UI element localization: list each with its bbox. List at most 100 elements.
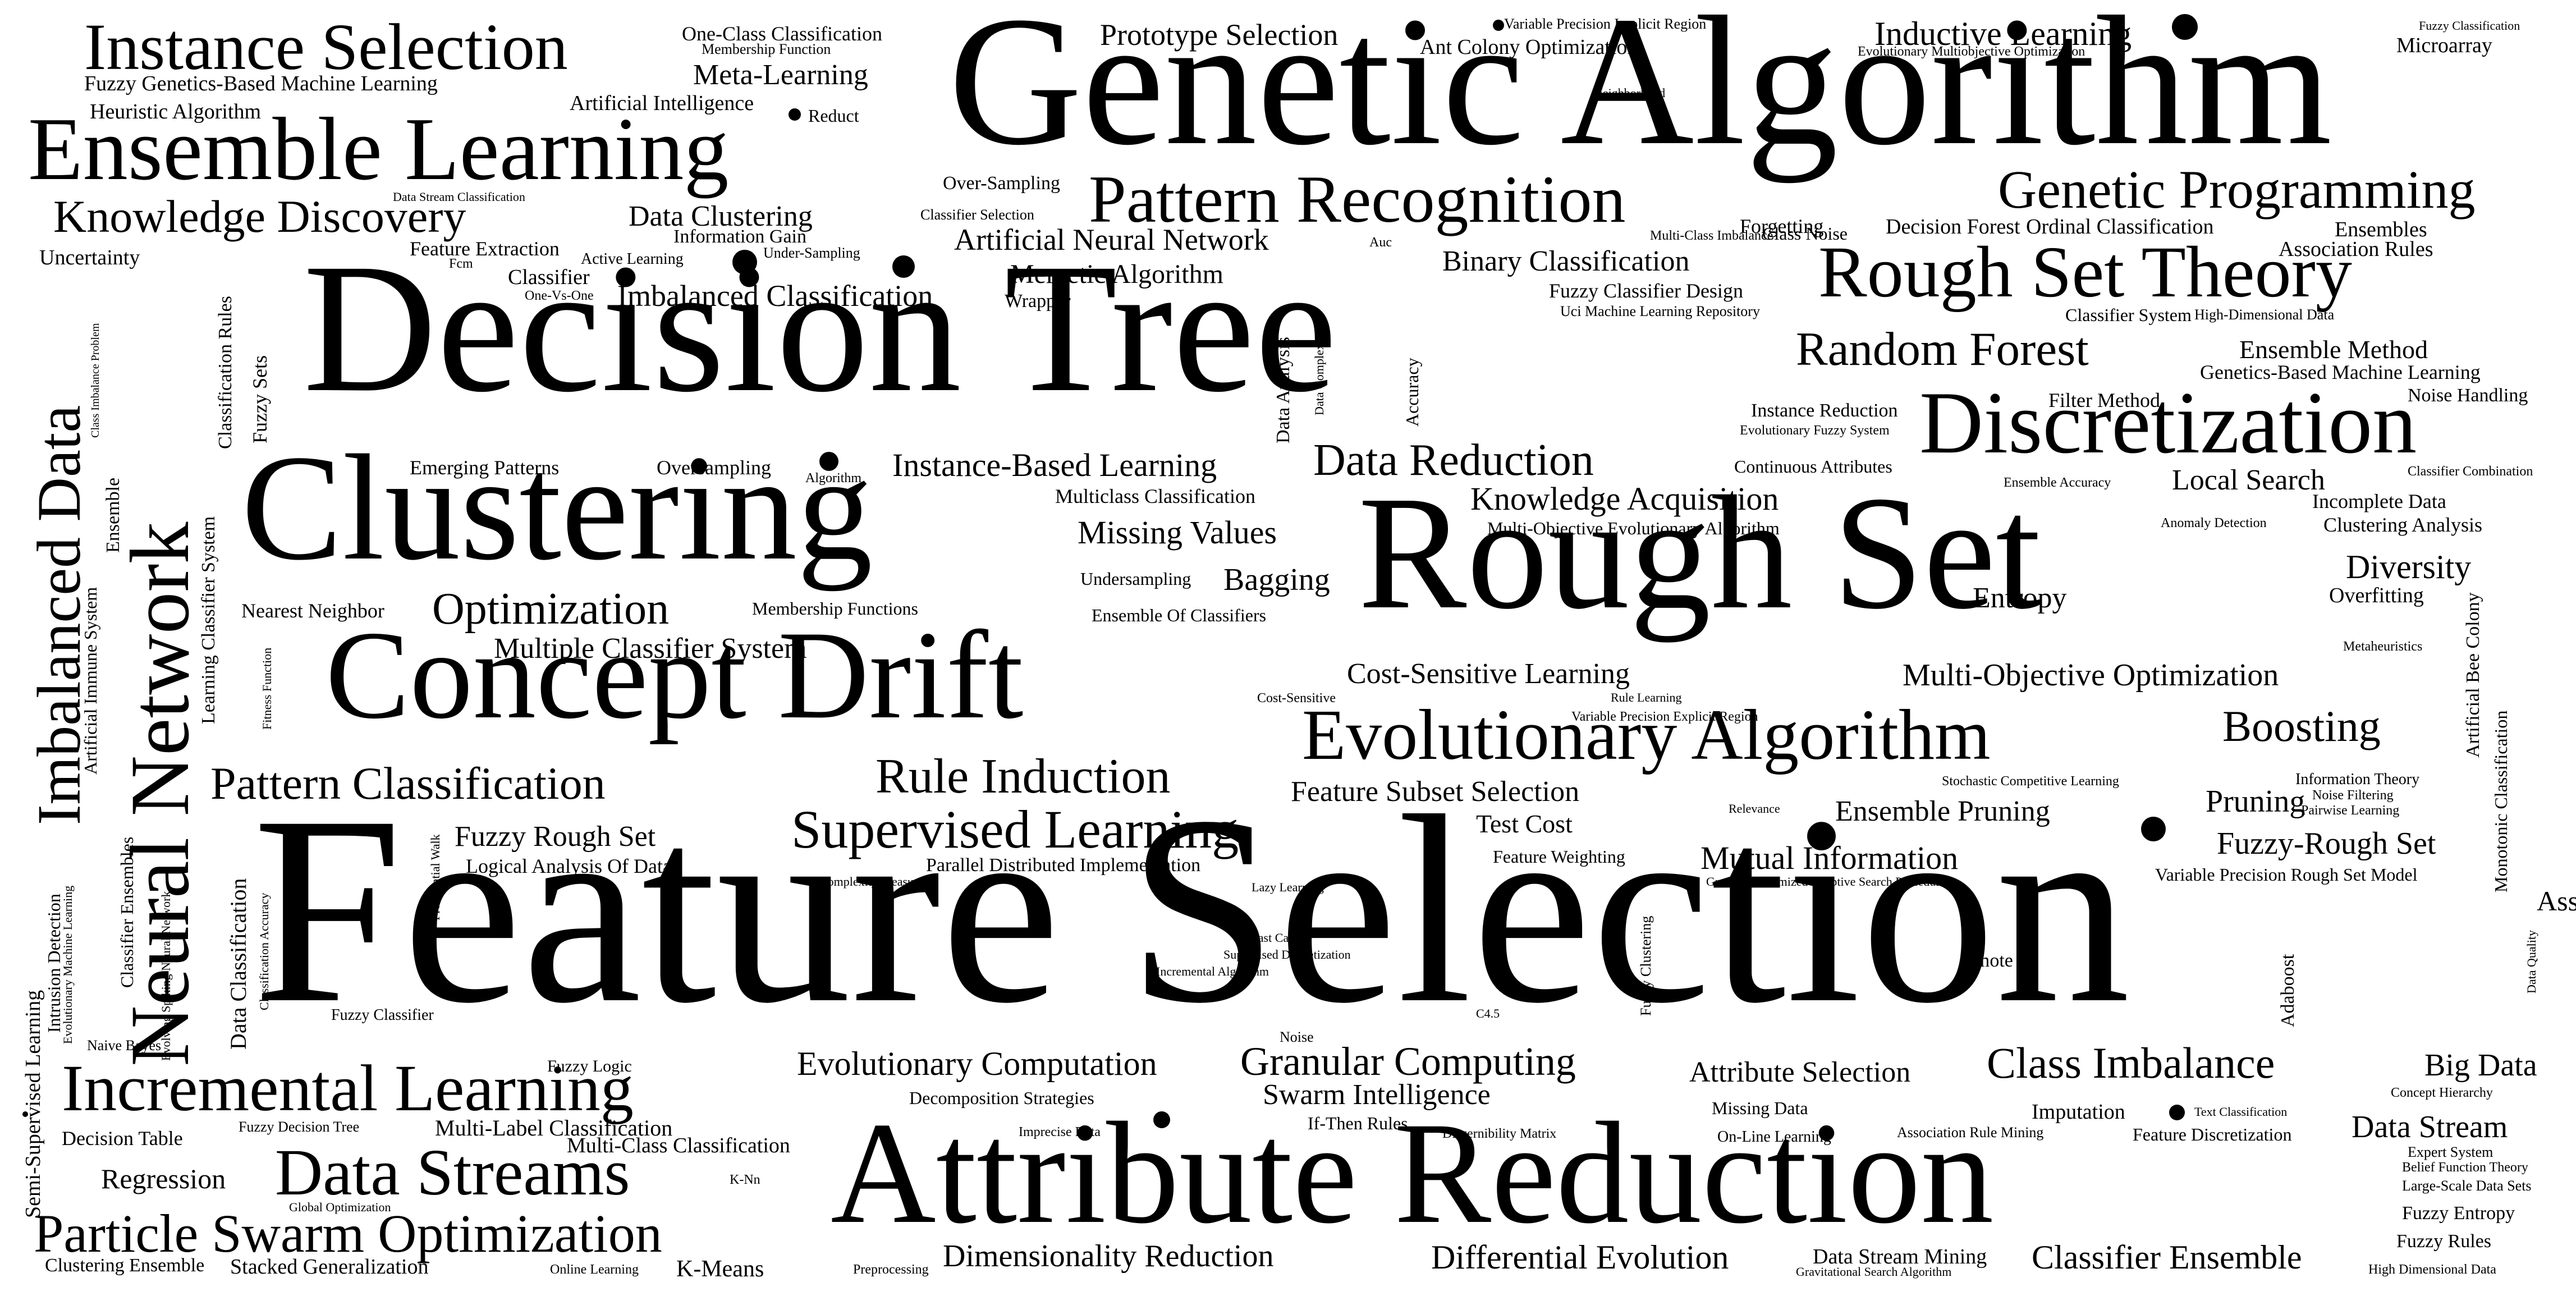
decorative-dot xyxy=(2172,14,2198,40)
word-cloud-term: Smote xyxy=(1964,950,2013,971)
word-cloud-term: Memetic Algorithm xyxy=(1010,259,1223,289)
word-cloud-term: Incremental Algorithm xyxy=(1156,964,1269,978)
word-cloud-term: Variable Precision Implicit Region xyxy=(1504,16,1707,32)
word-cloud-term: Wrapper xyxy=(1005,291,1071,312)
word-cloud-term: Knowledge Discovery xyxy=(53,191,466,242)
word-cloud-term: Instance Selection xyxy=(84,10,568,84)
word-cloud-term: Rule Learning xyxy=(1611,690,1682,704)
word-cloud-term: Large-Scale Data Sets xyxy=(2402,1178,2532,1194)
word-cloud-term: Class Imbalance Problem xyxy=(89,323,102,438)
word-cloud-term: Fcm xyxy=(449,257,473,271)
word-cloud-term: Evolutionary Machine Learning xyxy=(61,885,75,1044)
word-cloud-term: Over-Sampling xyxy=(943,173,1060,194)
word-cloud-term: Genetic Algorithm xyxy=(948,0,2332,184)
word-cloud-term: Fuzzy Classification xyxy=(2419,19,2520,33)
word-cloud-term: Evolutionary Multiobjective Optimization xyxy=(1858,44,2085,59)
word-cloud-term: Pattern Recognition xyxy=(1089,162,1626,236)
word-cloud-term: Relevance xyxy=(1729,802,1780,816)
word-cloud-term: Incomplete Data xyxy=(2312,490,2446,512)
word-cloud-term: Classifier Selection xyxy=(920,207,1034,223)
word-cloud-term: Continuous Attributes xyxy=(1734,456,1892,477)
word-cloud-term: Boosting xyxy=(2222,702,2381,750)
word-cloud-term: Classifier xyxy=(508,265,590,289)
word-cloud-term: Greedy Randomized Adaptive Search Proced… xyxy=(1706,874,1946,889)
word-cloud-term: Ensembles xyxy=(2335,218,2427,241)
word-cloud-term: Cost-Sensitive Learning xyxy=(1347,658,1630,690)
word-cloud-term: Ensemble Pruning xyxy=(1835,795,2050,827)
word-cloud-term: Pattern Classification xyxy=(210,758,606,809)
word-cloud-term: Accuracy xyxy=(1402,358,1422,427)
word-cloud-term: Clustering Ensemble xyxy=(45,1255,205,1276)
word-cloud-term: Pruning xyxy=(2206,784,2305,819)
word-cloud-term: Association Rule Mining xyxy=(1897,1124,2044,1141)
word-cloud-term: Supervised Discretization xyxy=(1223,947,1351,961)
word-cloud-term: Multi-Label Classification xyxy=(435,1115,673,1141)
word-cloud-term: Attribute Reduction xyxy=(831,1092,1994,1254)
word-cloud-term: Complexity Measures xyxy=(819,874,928,889)
word-cloud-term: Artificial Intelligence xyxy=(570,91,754,115)
word-cloud-term: Information Theory xyxy=(2295,771,2420,788)
word-cloud-term: Under-Sampling xyxy=(763,245,860,261)
word-cloud-term: Imbalanced Classification xyxy=(617,279,933,313)
word-cloud-term: Data Reduction xyxy=(1313,436,1594,485)
word-cloud-term: Ant Colony Optimization xyxy=(1420,35,1638,59)
word-cloud-term: Stacked Generalization xyxy=(230,1255,429,1279)
word-cloud-term: Microarray xyxy=(2396,34,2492,57)
word-cloud-term: Rough Set xyxy=(1358,463,2041,643)
word-cloud-term: Decision Forest xyxy=(1886,215,2020,239)
word-cloud-term: Rough Set Theory xyxy=(1818,232,2352,313)
word-cloud-term: Naive Bayes xyxy=(87,1037,162,1054)
word-cloud-term: Classifier Ensemble xyxy=(2032,1239,2302,1276)
word-cloud-term: Pairwise Learning xyxy=(2301,803,2400,818)
word-cloud-term: Multiclass Classification xyxy=(1055,485,1255,507)
word-cloud-term: Lazy Learning xyxy=(1252,880,1324,894)
word-cloud-term: Clustering Analysis xyxy=(2323,514,2483,536)
word-cloud-term: Incremental Learning xyxy=(62,1051,634,1125)
word-cloud-term: Class Noise xyxy=(1762,223,1848,244)
word-cloud-term: Artificial Neural Network xyxy=(954,223,1269,257)
word-cloud-term: Multi-Objective Optimization xyxy=(1903,658,2279,693)
word-cloud-term: Diversity xyxy=(2346,548,2472,585)
word-cloud-term: Evolutionary Fuzzy System xyxy=(1740,423,1890,438)
word-cloud-term: Supervised Learning xyxy=(791,799,1239,859)
decorative-dot xyxy=(892,255,915,278)
word-cloud-term: Meta-Learning xyxy=(693,59,868,91)
word-cloud-term: Differential Evolution xyxy=(1431,1239,1729,1276)
word-cloud-term: Fuzzy Rough Set xyxy=(455,821,656,853)
word-cloud-term: Fuzzy Clustering xyxy=(1638,915,1654,1016)
word-cloud-term: Anomaly Detection xyxy=(2161,516,2267,530)
word-cloud-term: Swarm Intelligence xyxy=(1263,1079,1491,1111)
word-cloud-term: Fuzzy Logic xyxy=(547,1057,632,1075)
word-cloud-term: Multi-Objective Evolutionary Algorithm xyxy=(1487,518,1780,538)
word-cloud-term: Instance-Based Learning xyxy=(892,447,1217,483)
word-cloud-term: Ensemble Learning xyxy=(28,99,729,199)
word-cloud-term: If-Then Rules xyxy=(1308,1113,1408,1133)
word-cloud-term: Membership Function xyxy=(702,41,831,57)
word-cloud-term: Artificial Bee Colony xyxy=(2463,592,2483,758)
word-cloud-term: Ensemble Of Classifiers xyxy=(1092,605,1267,625)
word-cloud-term: One-Vs-One xyxy=(525,289,594,303)
word-cloud-term: Evolutionary Computation xyxy=(797,1045,1157,1082)
word-cloud-term: Imprecise Data xyxy=(1019,1125,1101,1139)
word-cloud-term: High Dimensional Data xyxy=(2368,1262,2496,1277)
word-cloud-term: Fuzzy Genetics-Based Machine Learning xyxy=(84,72,438,95)
word-cloud-term: Evolutionary Algorithm xyxy=(1302,695,1991,775)
word-cloud-term: Genetics-Based Machine Learning xyxy=(2200,361,2481,383)
word-cloud-term: Dimensionality Reduction xyxy=(943,1239,1274,1274)
word-cloud-term: Expert System xyxy=(2408,1144,2494,1160)
word-cloud-term: Variable Precision Rough Set Model xyxy=(2155,864,2418,885)
decorative-dot xyxy=(789,108,801,121)
word-cloud-term: Classification Accuracy xyxy=(257,892,271,1010)
word-cloud-term: Genetic Programming xyxy=(1998,159,2476,219)
word-cloud-term: Noise Handling xyxy=(2408,385,2528,406)
word-cloud-term: Adaboost xyxy=(2277,954,2298,1027)
word-cloud-term: Reduct xyxy=(808,106,859,126)
word-cloud-term: Inductive Learning xyxy=(1874,15,2132,52)
word-cloud-term: One-Class Classification xyxy=(682,22,882,45)
word-cloud-term: Stochastic Competitive Learning xyxy=(1942,774,2119,789)
word-cloud-term: Fuzzy Classifier Design xyxy=(1549,280,1743,302)
word-cloud-term: Entropy xyxy=(1973,582,2067,614)
word-cloud-term: Uci Machine Learning Repository xyxy=(1560,303,1760,319)
word-cloud-term: Missing Data xyxy=(1712,1098,1808,1118)
